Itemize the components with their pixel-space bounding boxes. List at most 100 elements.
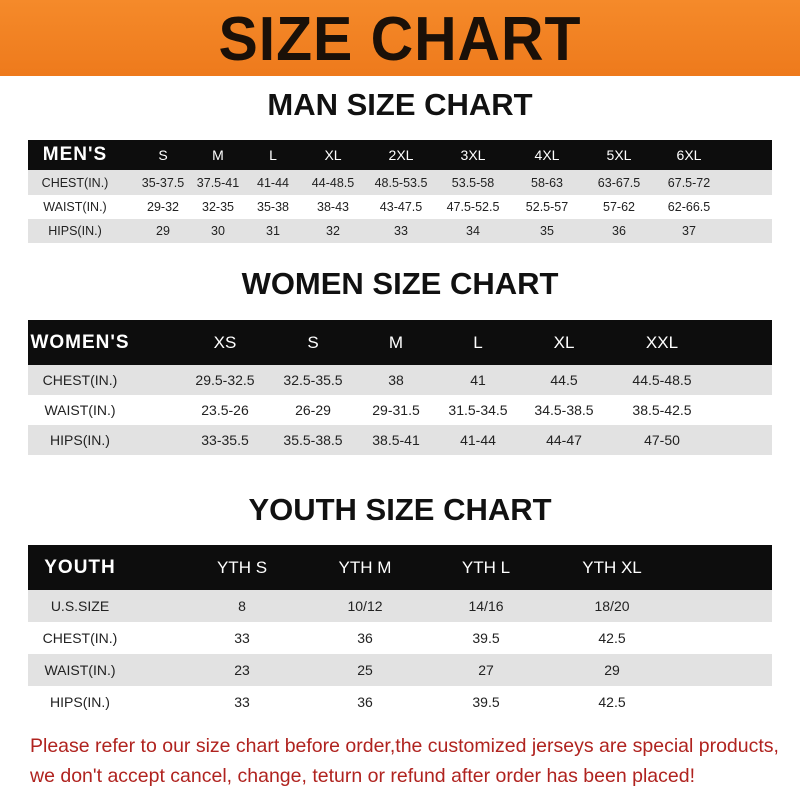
table-cell: 35.5-38.5 (283, 432, 343, 448)
table-cell: 38.5-41 (372, 432, 420, 448)
size-column-header: XXL (645, 332, 679, 352)
table-cell: 14/16 (468, 598, 504, 614)
table-cell: 44-48.5 (311, 175, 355, 190)
table-row: WAIST(IN.) 23.5-26 26-29 29-31.5 31.5-34.5 34… (28, 395, 772, 425)
table-cell: 53.5-58 (451, 175, 495, 190)
table-cell: 41 (470, 372, 486, 388)
size-column-header: M (212, 147, 224, 163)
table-cell: 34.5-38.5 (534, 402, 594, 418)
size-column-header: 5XL (606, 147, 632, 163)
notice-line-1: Please refer to our size chart before or… (30, 735, 779, 757)
table-row: CHEST(IN.) 33 36 39.5 42.5 (28, 622, 772, 654)
header-row: MEN'S S M L XL 2XL 3XL 4XL 5XL 6XL (28, 140, 772, 170)
table-cell: 27 (478, 662, 494, 678)
table-cell: 31 (266, 224, 280, 238)
table-cell: 38.5-42.5 (632, 402, 692, 418)
table-cell: 26-29 (295, 402, 331, 418)
table-cell: 38-43 (317, 200, 349, 214)
table-row: CHEST(IN.) 29.5-32.5 32.5-35.5 38 41 44.5 44.5… (28, 365, 772, 395)
table-cell: 67.5-72 (667, 175, 711, 190)
table-cell: 30 (211, 224, 225, 238)
table-row: U.S.SIZE 8 10/12 14/16 18/20 (28, 590, 772, 622)
header-row: WOMEN'S XS S M L XL XXL (28, 320, 772, 365)
table-cell: 25 (357, 662, 373, 678)
table-label-header: MEN'S (42, 144, 108, 165)
table-cell: 8 (238, 598, 246, 614)
table-cell: 31.5-34.5 (448, 402, 508, 418)
size-column-header: YTH L (461, 557, 511, 577)
size-column-header: YTH M (338, 557, 392, 577)
table-cell: 44.5-48.5 (632, 372, 692, 388)
size-column-header: YTH S (216, 557, 268, 577)
table-cell: 32 (326, 224, 340, 238)
table-cell: 29 (156, 224, 170, 238)
table-cell: 38 (388, 372, 404, 388)
table-cell: 35-37.5 (141, 175, 185, 190)
table-label-header: WOMEN'S (30, 331, 130, 353)
size-column-header: XL (553, 332, 575, 352)
table-cell: 33 (234, 694, 250, 710)
table-cell: 62-66.5 (667, 200, 711, 214)
table-cell: 39.5 (472, 694, 500, 710)
table-cell: 32-35 (202, 200, 234, 214)
table-row: CHEST(IN.) 35-37.5 37.5-41 41-44 44-48.5 48.5… (28, 170, 772, 195)
size-column-header: L (473, 332, 483, 352)
table-cell: 29-31.5 (372, 402, 420, 418)
banner: SIZE CHART (0, 0, 800, 76)
table-cell: 41-44 (460, 432, 496, 448)
measurement-label: WAIST(IN.) (43, 200, 107, 214)
banner-title: SIZE CHART (218, 5, 582, 74)
table-cell: 35-38 (257, 200, 289, 214)
size-column-header: S (307, 332, 319, 352)
table-cell: 43-47.5 (379, 200, 423, 214)
table-cell: 58-63 (531, 175, 563, 190)
table-cell: 36 (357, 630, 373, 646)
table-cell: 44-47 (546, 432, 582, 448)
table-row: HIPS(IN.) 33 36 39.5 42.5 (28, 686, 772, 718)
size-column-header: XS (213, 332, 237, 352)
measurement-label: WAIST(IN.) (44, 662, 116, 678)
table-cell: 10/12 (347, 598, 383, 614)
size-column-header: 6XL (676, 147, 702, 163)
table-row: HIPS(IN.) 33-35.5 35.5-38.5 38.5-41 41-44 44-… (28, 425, 772, 455)
table-cell: 39.5 (472, 630, 500, 646)
table-cell: 48.5-53.5 (374, 175, 428, 190)
size-column-header: L (269, 147, 277, 163)
size-column-header: XL (324, 147, 342, 163)
size-column-header: 2XL (388, 147, 414, 163)
table-cell: 42.5 (598, 694, 626, 710)
table-cell: 33 (394, 224, 408, 238)
table-cell: 36 (612, 224, 626, 238)
table-cell: 32.5-35.5 (283, 372, 343, 388)
table-cell: 34 (466, 224, 480, 238)
measurement-label: CHEST(IN.) (41, 175, 109, 190)
measurement-label: HIPS(IN.) (50, 694, 110, 710)
table-row: HIPS(IN.) 29 30 31 32 33 34 35 36 37 (28, 219, 772, 243)
table-cell: 29 (604, 662, 620, 678)
table-cell: 23.5-26 (201, 402, 249, 418)
table-cell: 29.5-32.5 (195, 372, 255, 388)
women-title: WOMEN SIZE CHART (241, 266, 559, 301)
table-cell: 37 (682, 224, 696, 238)
table-cell: 52.5-57 (525, 200, 569, 214)
table-cell: 47.5-52.5 (446, 200, 500, 214)
table-cell: 37.5-41 (196, 175, 240, 190)
size-column-header: YTH XL (582, 557, 642, 577)
measurement-label: WAIST(IN.) (44, 402, 116, 418)
table-cell: 42.5 (598, 630, 626, 646)
measurement-label: CHEST(IN.) (42, 630, 118, 646)
table-cell: 23 (234, 662, 250, 678)
table-label-header: YOUTH (44, 556, 116, 578)
size-column-header: 3XL (460, 147, 486, 163)
measurement-label: HIPS(IN.) (50, 432, 110, 448)
table-row: WAIST(IN.) 23 25 27 29 (28, 654, 772, 686)
table-cell: 33 (234, 630, 250, 646)
table-cell: 35 (540, 224, 554, 238)
table-cell: 63-67.5 (597, 175, 641, 190)
table-cell: 18/20 (594, 598, 630, 614)
notice-line-2: we don't accept cancel, change, teturn o… (30, 765, 695, 787)
header-row: YOUTH YTH S YTH M YTH L YTH XL (28, 545, 772, 590)
measurement-label: CHEST(IN.) (42, 372, 118, 388)
table-cell: 33-35.5 (201, 432, 249, 448)
men-title: MAN SIZE CHART (267, 87, 533, 122)
